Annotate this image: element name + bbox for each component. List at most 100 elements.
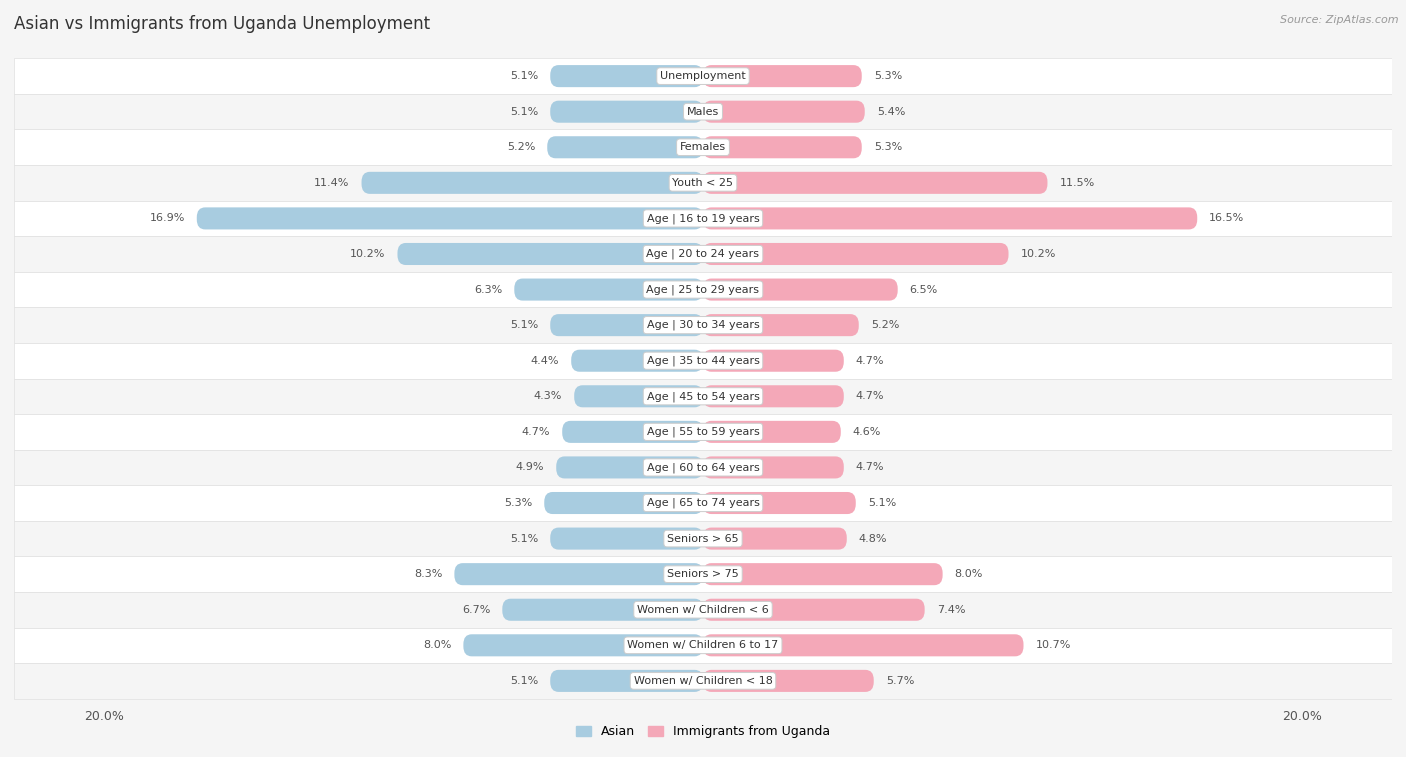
Text: Age | 20 to 24 years: Age | 20 to 24 years bbox=[647, 249, 759, 259]
FancyBboxPatch shape bbox=[454, 563, 703, 585]
Text: Seniors > 65: Seniors > 65 bbox=[668, 534, 738, 544]
FancyBboxPatch shape bbox=[703, 314, 859, 336]
FancyBboxPatch shape bbox=[14, 343, 1392, 378]
Text: 5.1%: 5.1% bbox=[510, 534, 538, 544]
Text: 4.7%: 4.7% bbox=[522, 427, 550, 437]
FancyBboxPatch shape bbox=[703, 492, 856, 514]
Text: Source: ZipAtlas.com: Source: ZipAtlas.com bbox=[1281, 15, 1399, 25]
Text: 6.7%: 6.7% bbox=[463, 605, 491, 615]
Text: 4.7%: 4.7% bbox=[856, 391, 884, 401]
FancyBboxPatch shape bbox=[361, 172, 703, 194]
FancyBboxPatch shape bbox=[14, 592, 1392, 628]
FancyBboxPatch shape bbox=[14, 94, 1392, 129]
Text: 10.7%: 10.7% bbox=[1035, 640, 1071, 650]
FancyBboxPatch shape bbox=[703, 207, 1198, 229]
FancyBboxPatch shape bbox=[703, 101, 865, 123]
FancyBboxPatch shape bbox=[550, 314, 703, 336]
Text: Age | 35 to 44 years: Age | 35 to 44 years bbox=[647, 356, 759, 366]
Text: 5.7%: 5.7% bbox=[886, 676, 914, 686]
Text: Females: Females bbox=[681, 142, 725, 152]
Text: 5.3%: 5.3% bbox=[503, 498, 533, 508]
FancyBboxPatch shape bbox=[562, 421, 703, 443]
Text: Age | 45 to 54 years: Age | 45 to 54 years bbox=[647, 391, 759, 401]
FancyBboxPatch shape bbox=[703, 350, 844, 372]
Text: 11.5%: 11.5% bbox=[1060, 178, 1095, 188]
FancyBboxPatch shape bbox=[574, 385, 703, 407]
FancyBboxPatch shape bbox=[703, 670, 873, 692]
Text: 5.4%: 5.4% bbox=[877, 107, 905, 117]
Text: 8.3%: 8.3% bbox=[413, 569, 443, 579]
Text: 16.9%: 16.9% bbox=[149, 213, 184, 223]
FancyBboxPatch shape bbox=[14, 450, 1392, 485]
FancyBboxPatch shape bbox=[14, 628, 1392, 663]
FancyBboxPatch shape bbox=[14, 485, 1392, 521]
Text: 5.1%: 5.1% bbox=[510, 676, 538, 686]
FancyBboxPatch shape bbox=[14, 272, 1392, 307]
Text: Age | 25 to 29 years: Age | 25 to 29 years bbox=[647, 285, 759, 294]
FancyBboxPatch shape bbox=[703, 136, 862, 158]
Text: Age | 65 to 74 years: Age | 65 to 74 years bbox=[647, 498, 759, 508]
FancyBboxPatch shape bbox=[550, 528, 703, 550]
FancyBboxPatch shape bbox=[515, 279, 703, 301]
FancyBboxPatch shape bbox=[14, 165, 1392, 201]
FancyBboxPatch shape bbox=[464, 634, 703, 656]
Text: Age | 30 to 34 years: Age | 30 to 34 years bbox=[647, 320, 759, 330]
Text: 5.3%: 5.3% bbox=[873, 142, 903, 152]
FancyBboxPatch shape bbox=[14, 663, 1392, 699]
FancyBboxPatch shape bbox=[14, 236, 1392, 272]
Text: Women w/ Children < 18: Women w/ Children < 18 bbox=[634, 676, 772, 686]
FancyBboxPatch shape bbox=[197, 207, 703, 229]
Text: 5.1%: 5.1% bbox=[510, 71, 538, 81]
Text: Asian vs Immigrants from Uganda Unemployment: Asian vs Immigrants from Uganda Unemploy… bbox=[14, 15, 430, 33]
FancyBboxPatch shape bbox=[14, 129, 1392, 165]
FancyBboxPatch shape bbox=[703, 456, 844, 478]
FancyBboxPatch shape bbox=[703, 279, 897, 301]
FancyBboxPatch shape bbox=[547, 136, 703, 158]
Text: 4.7%: 4.7% bbox=[856, 463, 884, 472]
Text: Women w/ Children 6 to 17: Women w/ Children 6 to 17 bbox=[627, 640, 779, 650]
Text: 16.5%: 16.5% bbox=[1209, 213, 1244, 223]
FancyBboxPatch shape bbox=[14, 414, 1392, 450]
FancyBboxPatch shape bbox=[703, 65, 862, 87]
FancyBboxPatch shape bbox=[703, 634, 1024, 656]
Text: Seniors > 75: Seniors > 75 bbox=[666, 569, 740, 579]
Text: Women w/ Children < 6: Women w/ Children < 6 bbox=[637, 605, 769, 615]
Text: Age | 60 to 64 years: Age | 60 to 64 years bbox=[647, 463, 759, 472]
Text: 8.0%: 8.0% bbox=[423, 640, 451, 650]
Legend: Asian, Immigrants from Uganda: Asian, Immigrants from Uganda bbox=[571, 721, 835, 743]
Text: 11.4%: 11.4% bbox=[314, 178, 350, 188]
Text: 4.6%: 4.6% bbox=[853, 427, 882, 437]
Text: 5.1%: 5.1% bbox=[510, 107, 538, 117]
Text: 4.3%: 4.3% bbox=[534, 391, 562, 401]
Text: 10.2%: 10.2% bbox=[350, 249, 385, 259]
FancyBboxPatch shape bbox=[398, 243, 703, 265]
FancyBboxPatch shape bbox=[550, 670, 703, 692]
Text: 4.7%: 4.7% bbox=[856, 356, 884, 366]
Text: 6.3%: 6.3% bbox=[474, 285, 502, 294]
Text: 5.2%: 5.2% bbox=[870, 320, 898, 330]
FancyBboxPatch shape bbox=[703, 528, 846, 550]
Text: Age | 55 to 59 years: Age | 55 to 59 years bbox=[647, 427, 759, 437]
FancyBboxPatch shape bbox=[557, 456, 703, 478]
FancyBboxPatch shape bbox=[703, 385, 844, 407]
FancyBboxPatch shape bbox=[703, 172, 1047, 194]
Text: 4.9%: 4.9% bbox=[516, 463, 544, 472]
Text: 8.0%: 8.0% bbox=[955, 569, 983, 579]
Text: 5.1%: 5.1% bbox=[510, 320, 538, 330]
FancyBboxPatch shape bbox=[14, 556, 1392, 592]
Text: 5.3%: 5.3% bbox=[873, 71, 903, 81]
FancyBboxPatch shape bbox=[544, 492, 703, 514]
Text: 7.4%: 7.4% bbox=[936, 605, 965, 615]
FancyBboxPatch shape bbox=[703, 421, 841, 443]
Text: 5.1%: 5.1% bbox=[868, 498, 896, 508]
Text: Unemployment: Unemployment bbox=[661, 71, 745, 81]
FancyBboxPatch shape bbox=[14, 307, 1392, 343]
FancyBboxPatch shape bbox=[14, 521, 1392, 556]
Text: 5.2%: 5.2% bbox=[508, 142, 536, 152]
Text: Males: Males bbox=[688, 107, 718, 117]
FancyBboxPatch shape bbox=[703, 563, 942, 585]
FancyBboxPatch shape bbox=[703, 599, 925, 621]
FancyBboxPatch shape bbox=[550, 101, 703, 123]
FancyBboxPatch shape bbox=[550, 65, 703, 87]
FancyBboxPatch shape bbox=[14, 201, 1392, 236]
